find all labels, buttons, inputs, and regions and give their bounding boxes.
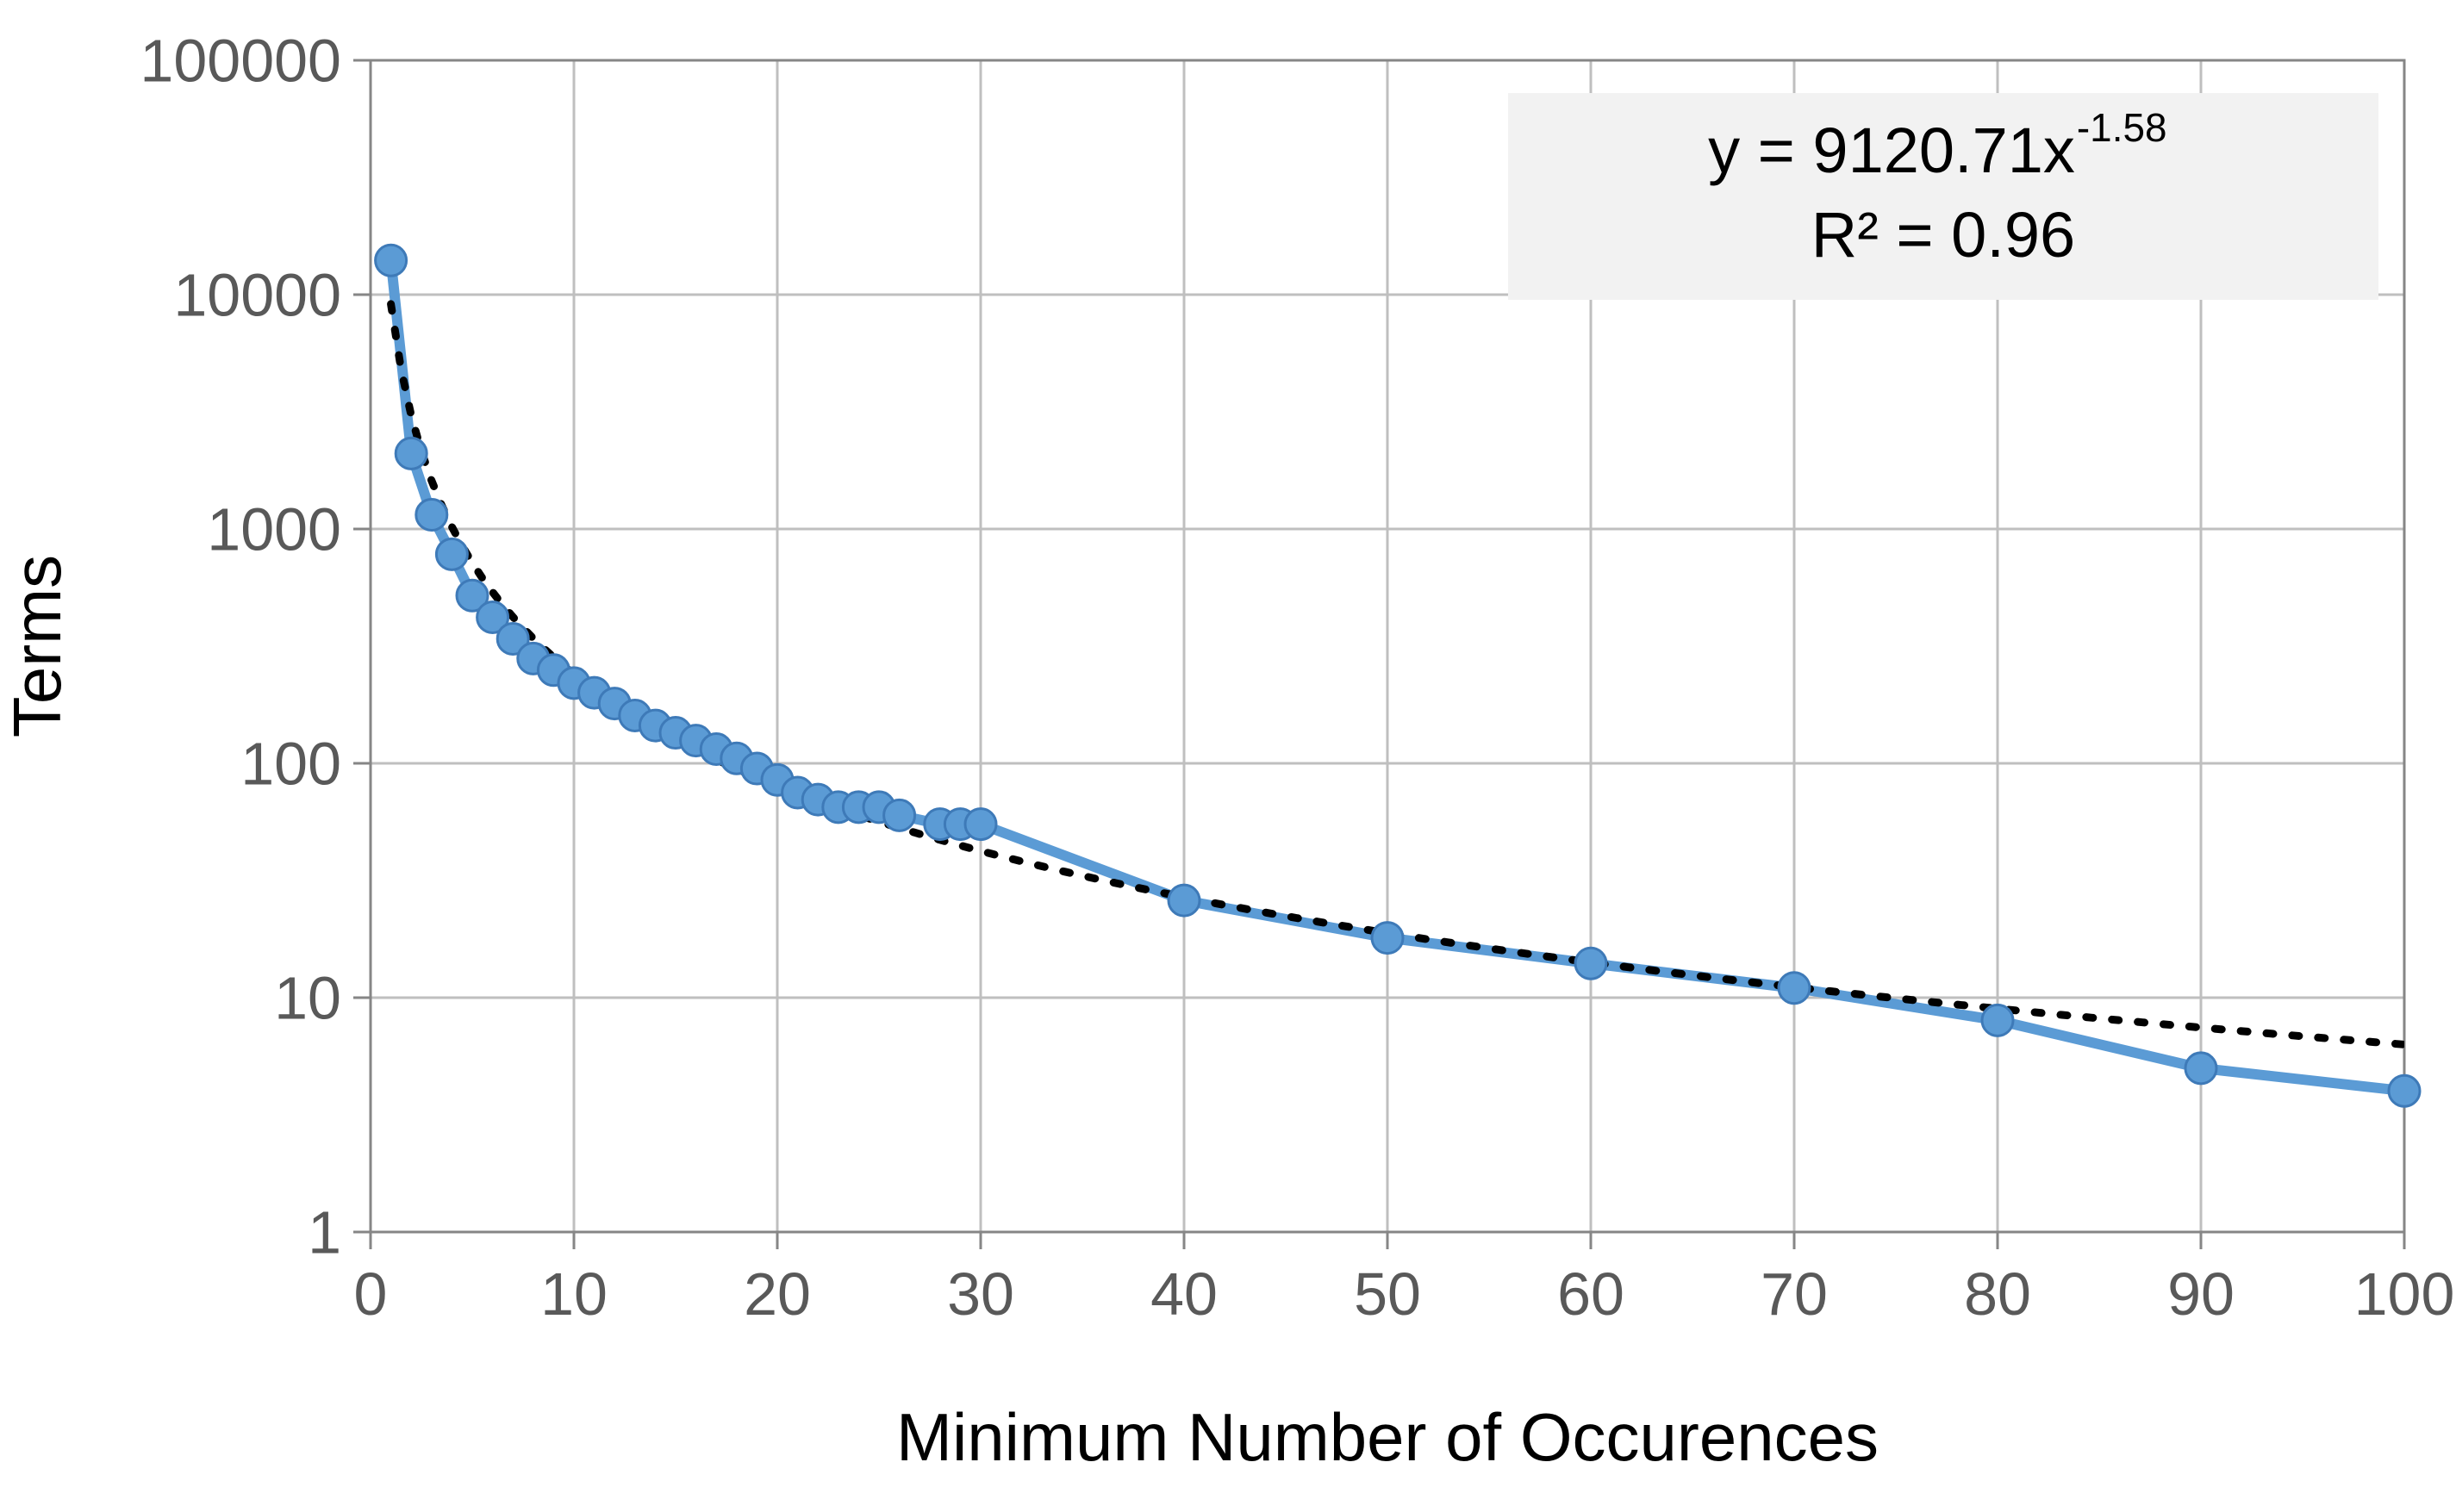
equation-line-1: y = 9120.71x [1708, 115, 2075, 186]
data-marker [396, 438, 427, 469]
data-marker [436, 538, 467, 569]
data-marker [1169, 885, 1200, 916]
x-tick-label: 10 [540, 1260, 608, 1328]
x-tick-label: 30 [947, 1260, 1014, 1328]
y-axis-label: Terms [0, 555, 75, 737]
data-marker [1982, 1005, 2013, 1036]
x-tick-label: 50 [1354, 1260, 1421, 1328]
data-marker [1575, 948, 1606, 979]
data-marker [2389, 1075, 2420, 1106]
data-marker [1779, 973, 1810, 1004]
y-tick-label: 1 [308, 1199, 341, 1266]
data-marker [2185, 1053, 2216, 1084]
data-marker [884, 800, 915, 831]
x-tick-label: 0 [354, 1260, 388, 1328]
x-tick-label: 40 [1150, 1260, 1218, 1328]
data-marker [965, 809, 996, 840]
x-tick-label: 60 [1557, 1260, 1624, 1328]
terms-vs-occurrences-chart: 0102030405060708090100110100100010000100… [0, 0, 2456, 1512]
data-marker [416, 499, 447, 530]
y-tick-label: 100000 [140, 28, 341, 95]
x-tick-label: 80 [1964, 1260, 2031, 1328]
x-tick-label: 70 [1761, 1260, 1828, 1328]
y-tick-label: 100 [240, 731, 341, 798]
x-axis-label: Minimum Number of Occurences [896, 1399, 1879, 1475]
data-marker [1372, 923, 1403, 954]
data-marker [376, 245, 407, 276]
x-tick-label: 100 [2354, 1260, 2455, 1328]
equation-exponent: -1.58 [2077, 105, 2167, 150]
x-tick-label: 20 [744, 1260, 811, 1328]
chart-container: 0102030405060708090100110100100010000100… [0, 0, 2456, 1512]
y-tick-label: 10 [274, 965, 341, 1032]
y-tick-label: 1000 [207, 496, 341, 563]
equation-line-2: R² = 0.96 [1811, 199, 2075, 271]
y-tick-label: 10000 [173, 262, 341, 329]
x-tick-label: 90 [2167, 1260, 2235, 1328]
